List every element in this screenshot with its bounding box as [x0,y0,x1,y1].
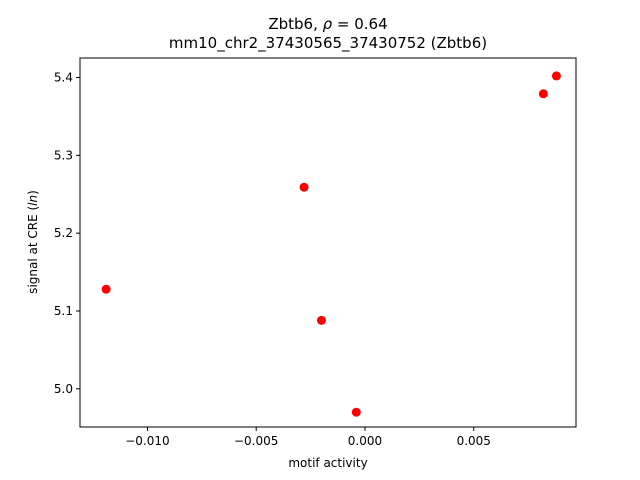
plot-area-frame [79,57,577,428]
y-tick-label: 5.2 [54,226,73,240]
chart-title-line1: Zbtb6, ρ = 0.64 [268,15,387,33]
x-axis-label: motif activity [288,456,367,470]
chart-title: Zbtb6, ρ = 0.64 mm10_chr2_37430565_37430… [169,15,487,53]
chart-title-line2: mm10_chr2_37430565_37430752 (Zbtb6) [169,34,487,53]
x-tick-label: 0.005 [457,434,491,448]
data-point [299,182,309,192]
x-axis-ticks: −0.010 −0.005 0.000 0.005 [125,427,491,448]
data-point [101,284,111,294]
data-point [538,89,548,99]
x-tick-label: −0.010 [125,434,169,448]
y-tick-label: 5.0 [54,382,73,396]
x-tick-label: −0.005 [234,434,278,448]
data-point [551,71,561,81]
x-tick-label: 0.000 [348,434,382,448]
data-point [316,315,326,325]
y-axis-label: signal at CRE (ln) [26,190,40,294]
y-tick-label: 5.1 [54,304,73,318]
y-tick-label: 5.4 [54,70,73,84]
y-axis-ticks: 5.0 5.1 5.2 5.3 5.4 [54,70,80,396]
data-point [351,407,361,417]
data-points [101,71,561,417]
y-tick-label: 5.3 [54,148,73,162]
